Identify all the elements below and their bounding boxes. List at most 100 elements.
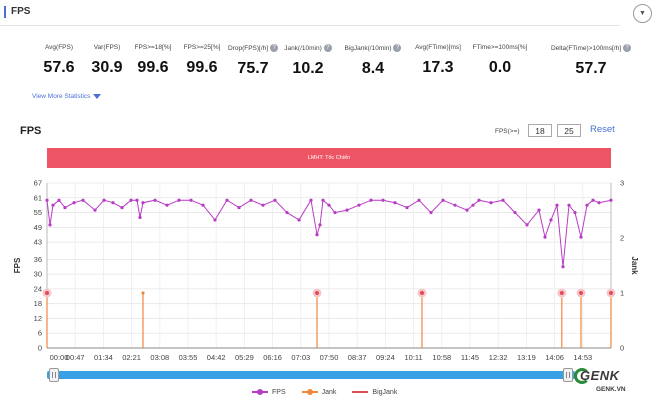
stat-label-text: FPS>=25[%] <box>183 44 221 51</box>
help-icon[interactable]: ? <box>270 44 278 52</box>
fps-point <box>417 198 421 202</box>
help-icon[interactable]: ? <box>393 44 402 52</box>
header-divider <box>0 25 620 26</box>
x-tick-label: 03:08 <box>150 353 169 362</box>
stat-label-text: Drop(FPS)[/h] <box>228 44 269 52</box>
legend-swatch <box>252 389 268 395</box>
stat-label-text: Avg(FTime)[ms] <box>415 44 461 51</box>
stat-item: FPS>=18[%] 99.6 <box>129 44 177 77</box>
stat-item: FPS>=25[%] 99.6 <box>178 44 226 77</box>
fps-point <box>585 203 589 207</box>
fps-point <box>201 203 205 207</box>
view-more-statistics-link[interactable]: View More Statistics <box>32 93 102 100</box>
threshold-input-2[interactable] <box>557 124 581 137</box>
stat-value: 57.7 <box>575 60 607 77</box>
x-tick-label: 14:06 <box>545 353 564 362</box>
slider-handle-left[interactable] <box>49 368 59 382</box>
stat-label-text: Var(FPS) <box>93 44 121 51</box>
chart-legend: FPS Jank BigJank <box>252 387 397 397</box>
stat-value: 30.9 <box>91 59 123 76</box>
fps-point <box>345 208 349 212</box>
stat-label: Var(FPS) <box>87 44 127 51</box>
bigjank-point <box>45 291 49 295</box>
stat-label: FTime>=100ms[%] <box>468 44 532 51</box>
reset-button[interactable]: Reset <box>590 124 615 135</box>
stat-value: 10.2 <box>292 60 324 77</box>
fps-point <box>441 198 445 202</box>
fps-point <box>579 235 583 239</box>
fps-point <box>141 201 145 205</box>
y-tick-label: 12 <box>34 314 42 323</box>
legend-swatch <box>301 389 318 395</box>
x-tick-label: 10:58 <box>432 353 451 362</box>
x-tick-label: 07:50 <box>320 353 339 362</box>
stat-item: Var(FPS) 30.9 <box>87 44 127 77</box>
x-tick-label: 12:32 <box>489 353 508 362</box>
bigjank-point <box>559 291 564 295</box>
y2-tick-label: 0 <box>620 344 624 353</box>
stat-value: 8.4 <box>361 60 385 77</box>
watermark-brand: GENK <box>580 368 620 383</box>
collapse-button[interactable]: ▼ <box>633 4 652 23</box>
fps-point <box>237 206 241 210</box>
help-icon[interactable]: ? <box>323 44 332 52</box>
x-tick-label: 03:55 <box>179 353 198 362</box>
threshold-label: FPS(>=) <box>495 128 520 135</box>
fps-point <box>597 201 601 205</box>
stat-item: Drop(FPS)[/h]? 75.7 <box>228 44 278 78</box>
fps-point <box>261 203 265 207</box>
fps-point <box>57 198 61 202</box>
watermark-domain: GENK.VN <box>596 386 626 393</box>
fps-point <box>393 201 397 205</box>
fps-point <box>153 198 157 202</box>
legend-label: BigJank <box>372 388 398 396</box>
legend-item[interactable]: Jank <box>301 387 336 397</box>
y-tick-label: 6 <box>38 329 42 338</box>
legend-item[interactable]: BigJank <box>352 387 397 397</box>
x-tick-label: 00:00 <box>50 353 69 362</box>
stat-item: BigJank(/10min)? 8.4 <box>338 44 408 78</box>
fps-point <box>357 203 361 207</box>
y2-tick-label: 2 <box>620 234 624 243</box>
x-tick-label: 11:45 <box>461 353 479 362</box>
legend-swatch <box>352 391 369 393</box>
fps-point <box>177 198 181 202</box>
fps-point <box>111 201 115 205</box>
y-tick-label: 61 <box>34 193 42 202</box>
genk-logo-icon <box>574 368 590 384</box>
y-tick-label: 30 <box>34 270 42 279</box>
x-tick-label: 14:53 <box>573 353 592 362</box>
stat-label: FPS>=18[%] <box>129 44 177 51</box>
x-tick-label: 09:24 <box>376 353 395 362</box>
fps-point <box>465 208 469 212</box>
fps-point <box>609 198 613 202</box>
section-header: FPS <box>0 0 660 26</box>
legend-item[interactable]: FPS <box>252 387 286 397</box>
fps-point <box>333 210 337 215</box>
fps-point <box>453 203 457 207</box>
slider-handle-right[interactable] <box>563 368 573 382</box>
slider-track[interactable] <box>47 371 575 379</box>
time-range-slider[interactable] <box>47 368 575 382</box>
threshold-input-1[interactable] <box>528 124 552 137</box>
fps-point <box>102 198 106 202</box>
help-icon[interactable]: ? <box>623 44 631 52</box>
y-tick-label: 67 <box>34 179 42 188</box>
section-title: FPS <box>11 6 31 17</box>
stat-value: 75.7 <box>237 60 269 77</box>
fps-point <box>249 198 253 202</box>
fps-point <box>561 265 565 269</box>
fps-point <box>213 218 217 222</box>
fps-point <box>315 233 319 237</box>
x-tick-label: 05:29 <box>235 353 254 362</box>
fps-point <box>165 203 169 207</box>
chevron-down-icon: ▼ <box>639 10 646 17</box>
stat-item: Avg(FTime)[ms] 17.3 <box>410 44 466 77</box>
header-accent-bar <box>4 6 6 18</box>
y-tick-label: 43 <box>34 238 42 247</box>
bigjank-point <box>420 291 424 295</box>
y2-tick-label: 3 <box>620 179 624 188</box>
stat-value: 99.6 <box>137 59 169 76</box>
fps-point <box>543 235 547 239</box>
fps-point <box>72 201 76 205</box>
